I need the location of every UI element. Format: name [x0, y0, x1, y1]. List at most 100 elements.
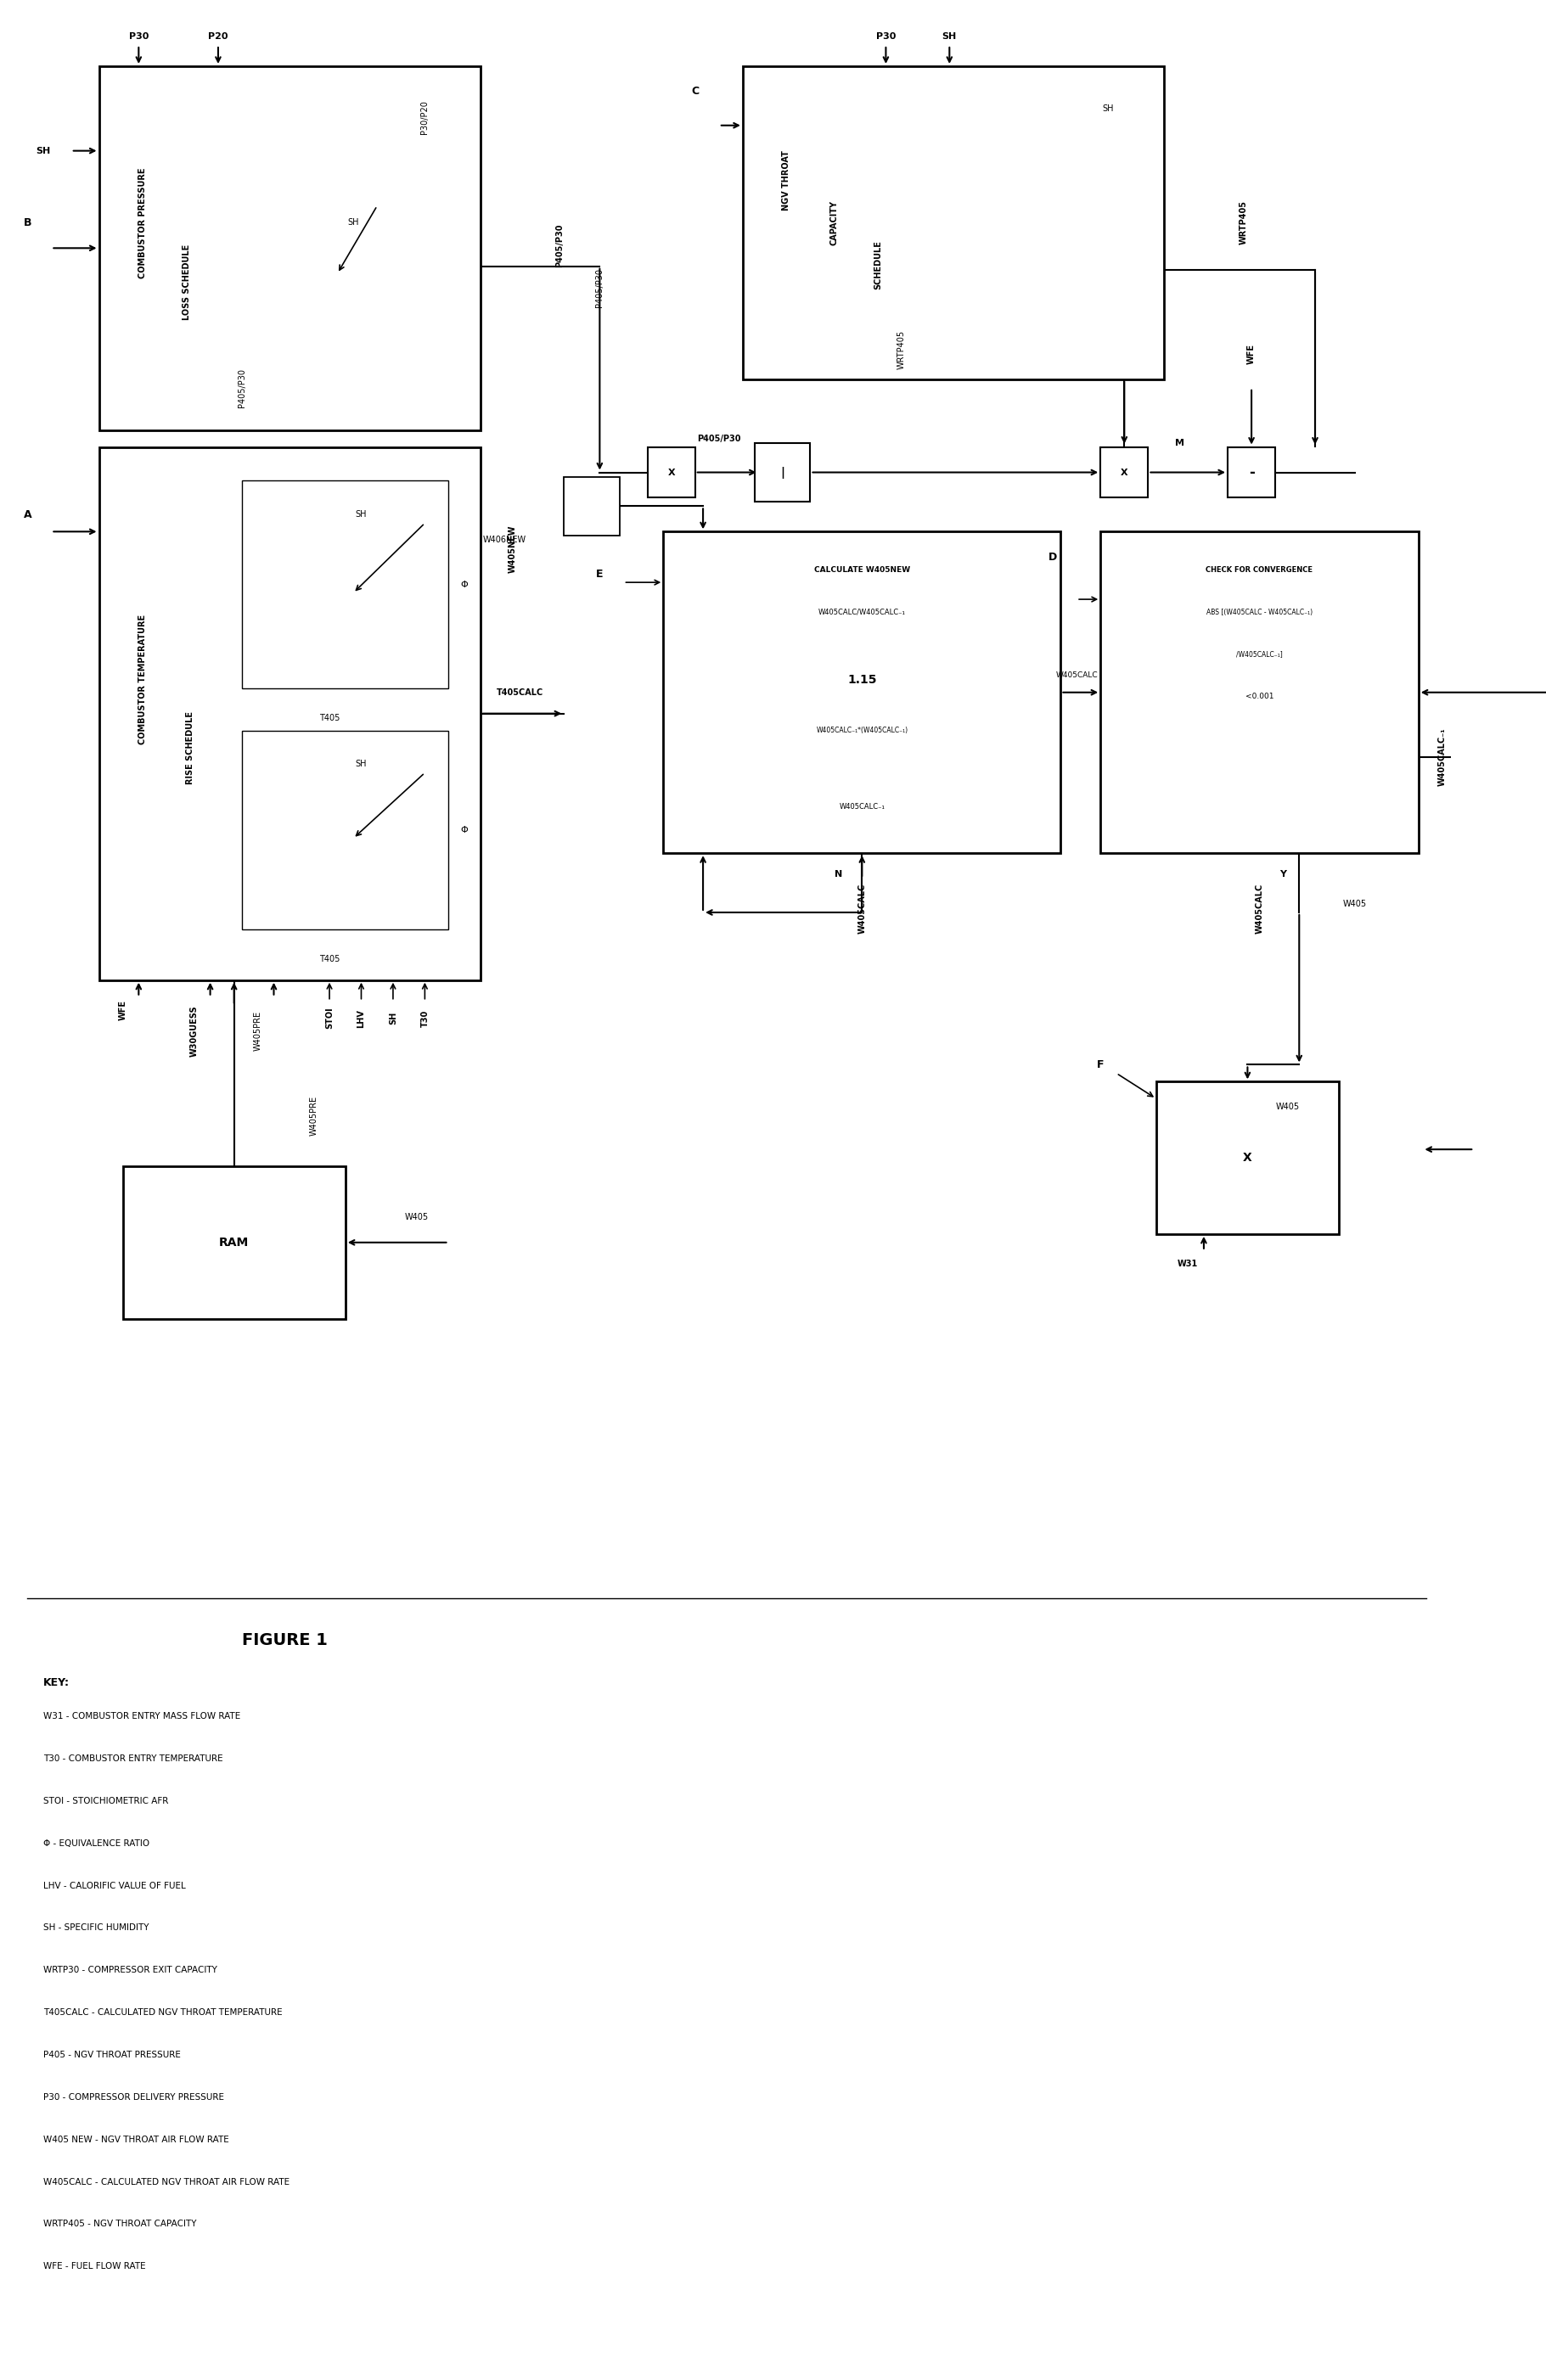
Text: W405: W405 [1275, 1102, 1299, 1111]
Text: B: B [23, 217, 31, 228]
Text: SH: SH [356, 759, 366, 769]
Text: SH: SH [942, 33, 957, 40]
Text: W406NEW: W406NEW [482, 536, 526, 545]
Text: SH: SH [1102, 105, 1115, 112]
Text: SH: SH [348, 219, 359, 226]
Text: W405CALC/W405CALC₋₁: W405CALC/W405CALC₋₁ [818, 609, 906, 616]
Bar [1101, 447, 1149, 497]
Text: P405 - NGV THROAT PRESSURE: P405 - NGV THROAT PRESSURE [43, 2052, 181, 2059]
Text: W405CALC - CALCULATED NGV THROAT AIR FLOW RATE: W405CALC - CALCULATED NGV THROAT AIR FLO… [43, 2178, 289, 2187]
Text: SH: SH [356, 509, 366, 519]
Text: FIGURE 1: FIGURE 1 [243, 1633, 328, 1649]
Text: E: E [597, 569, 603, 578]
Text: C: C [691, 86, 699, 98]
Text: P30: P30 [877, 33, 895, 40]
Bar [243, 731, 448, 928]
Text: WFE - FUEL FLOW RATE: WFE - FUEL FLOW RATE [43, 2263, 145, 2271]
Text: W405 NEW - NGV THROAT AIR FLOW RATE: W405 NEW - NGV THROAT AIR FLOW RATE [43, 2135, 229, 2144]
Text: NGV THROAT: NGV THROAT [782, 150, 790, 209]
Text: COMBUSTOR TEMPERATURE: COMBUSTOR TEMPERATURE [139, 614, 147, 745]
Text: WRTP30 - COMPRESSOR EXIT CAPACITY: WRTP30 - COMPRESSOR EXIT CAPACITY [43, 1966, 218, 1975]
Text: T405CALC - CALCULATED NGV THROAT TEMPERATURE: T405CALC - CALCULATED NGV THROAT TEMPERA… [43, 2009, 283, 2016]
Bar [742, 67, 1164, 378]
Text: T30: T30 [421, 1009, 430, 1026]
Bar [1228, 447, 1275, 497]
Text: /W405CALC₋₁]: /W405CALC₋₁] [1237, 650, 1283, 659]
Text: KEY:: KEY: [43, 1678, 70, 1687]
Text: A: A [23, 509, 31, 521]
Text: W405NEW: W405NEW [509, 524, 516, 574]
Text: W405CALC: W405CALC [1255, 883, 1263, 933]
Text: M: M [1175, 438, 1184, 447]
Text: W30GUESS: W30GUESS [190, 1004, 198, 1057]
Text: Φ: Φ [461, 826, 468, 833]
Text: COMBUSTOR PRESSURE: COMBUSTOR PRESSURE [139, 167, 147, 278]
Text: CALCULATE W405NEW: CALCULATE W405NEW [815, 566, 911, 574]
Text: P405/P30: P405/P30 [555, 224, 564, 267]
Text: WFE: WFE [1248, 343, 1255, 364]
Text: W405CALC₋₁*(W405CALC₋₁): W405CALC₋₁*(W405CALC₋₁) [816, 726, 908, 735]
Bar [648, 447, 696, 497]
Text: WRTP405: WRTP405 [898, 331, 906, 369]
Text: W405PRE: W405PRE [309, 1095, 318, 1135]
Text: SCHEDULE: SCHEDULE [873, 240, 883, 290]
Text: Φ - EQUIVALENCE RATIO: Φ - EQUIVALENCE RATIO [43, 1840, 150, 1847]
Text: N: N [835, 871, 843, 878]
Text: SH: SH [36, 148, 51, 155]
Text: T405: T405 [318, 714, 340, 721]
Text: W31: W31 [1178, 1259, 1198, 1269]
Bar [663, 531, 1061, 852]
Text: -: - [1249, 464, 1254, 481]
Text: W31 - COMBUSTOR ENTRY MASS FLOW RATE: W31 - COMBUSTOR ENTRY MASS FLOW RATE [43, 1711, 241, 1721]
Text: X: X [1121, 469, 1129, 476]
Text: LOSS SCHEDULE: LOSS SCHEDULE [182, 245, 190, 319]
Text: X: X [668, 469, 676, 476]
Text: W405CALC: W405CALC [858, 883, 866, 933]
Text: RISE SCHEDULE: RISE SCHEDULE [186, 712, 195, 783]
Text: WFE: WFE [119, 1000, 127, 1021]
Text: P30: P30 [128, 33, 148, 40]
Text: STOI - STOICHIOMETRIC AFR: STOI - STOICHIOMETRIC AFR [43, 1797, 169, 1806]
Text: T405: T405 [318, 954, 340, 964]
Bar [99, 67, 481, 431]
Bar [243, 481, 448, 688]
Text: CAPACITY: CAPACITY [830, 200, 838, 245]
Text: <0.001: <0.001 [1245, 693, 1274, 700]
Text: T30 - COMBUSTOR ENTRY TEMPERATURE: T30 - COMBUSTOR ENTRY TEMPERATURE [43, 1754, 223, 1764]
Text: P405/P30: P405/P30 [697, 433, 741, 443]
Text: CHECK FOR CONVERGENCE: CHECK FOR CONVERGENCE [1206, 566, 1313, 574]
Text: |: | [781, 466, 785, 478]
Text: W405CALC: W405CALC [1056, 671, 1098, 678]
Text: WRTP405 - NGV THROAT CAPACITY: WRTP405 - NGV THROAT CAPACITY [43, 2221, 196, 2228]
Text: X: X [1243, 1152, 1252, 1164]
Text: W405: W405 [405, 1214, 428, 1221]
Text: P405/P30: P405/P30 [595, 269, 604, 307]
Text: W405CALC₋₁: W405CALC₋₁ [1438, 728, 1447, 785]
Text: STOI: STOI [325, 1007, 334, 1028]
Text: LHV: LHV [357, 1009, 365, 1028]
Bar [1156, 1081, 1339, 1233]
Text: P30 - COMPRESSOR DELIVERY PRESSURE: P30 - COMPRESSOR DELIVERY PRESSURE [43, 2092, 224, 2102]
Bar [1101, 531, 1418, 852]
Text: 1.15: 1.15 [847, 674, 877, 685]
Text: T405CALC: T405CALC [496, 688, 544, 697]
Text: ABS [(W405CALC - W405CALC₋₁): ABS [(W405CALC - W405CALC₋₁) [1206, 609, 1313, 616]
Bar [99, 447, 481, 981]
Text: WRTP405: WRTP405 [1240, 200, 1248, 245]
Text: W405CALC₋₁: W405CALC₋₁ [839, 802, 884, 812]
Text: Φ: Φ [461, 581, 468, 588]
Bar [564, 476, 620, 536]
Bar [754, 443, 810, 502]
Text: RAM: RAM [220, 1238, 249, 1250]
Text: W405PRE: W405PRE [254, 1012, 263, 1052]
Text: Y: Y [1280, 871, 1286, 878]
Text: SH - SPECIFIC HUMIDITY: SH - SPECIFIC HUMIDITY [43, 1923, 148, 1933]
Text: P20: P20 [209, 33, 229, 40]
Text: LHV - CALORIFIC VALUE OF FUEL: LHV - CALORIFIC VALUE OF FUEL [43, 1880, 186, 1890]
Text: P30/P20: P30/P20 [421, 100, 430, 133]
Text: F: F [1096, 1059, 1104, 1071]
Text: P405/P30: P405/P30 [238, 369, 246, 407]
Bar [122, 1166, 345, 1319]
Text: SH: SH [388, 1012, 397, 1026]
Text: W405: W405 [1343, 900, 1367, 909]
